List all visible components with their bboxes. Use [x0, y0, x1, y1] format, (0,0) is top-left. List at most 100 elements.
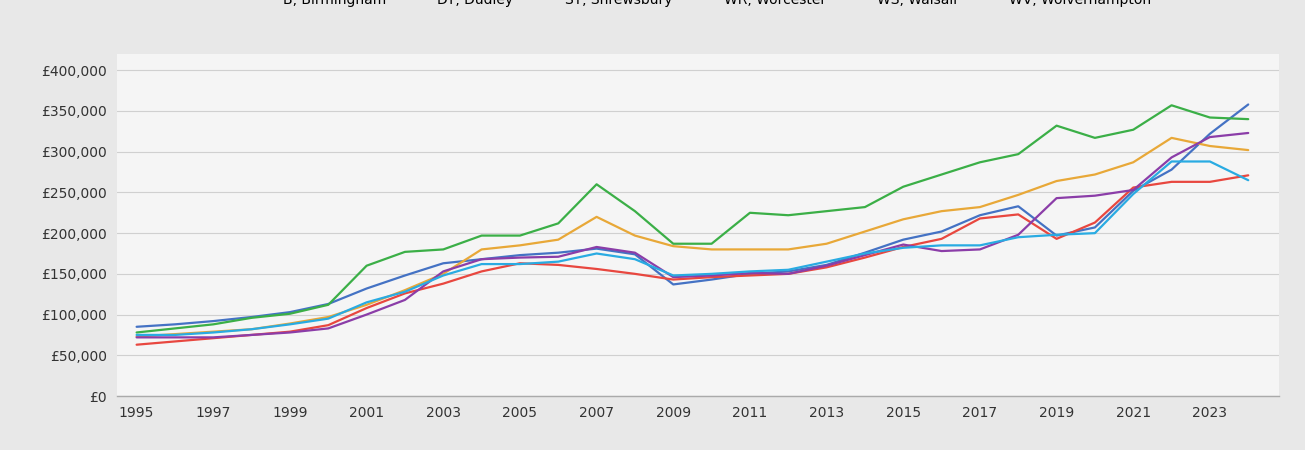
WV, Wolverhampton [780, 267, 796, 273]
B, Birmingham [359, 286, 375, 291]
WR, Worcester [934, 172, 950, 177]
SY, Shrewsbury [1164, 135, 1180, 140]
WR, Worcester [703, 241, 719, 247]
WR, Worcester [1241, 117, 1257, 122]
WR, Worcester [818, 208, 834, 214]
DY, Dudley [205, 336, 221, 341]
SY, Shrewsbury [934, 208, 950, 214]
WV, Wolverhampton [436, 273, 452, 278]
WV, Wolverhampton [972, 243, 988, 248]
WS, Walsall [1202, 135, 1218, 140]
WS, Walsall [666, 274, 681, 280]
DY, Dudley [551, 262, 566, 268]
SY, Shrewsbury [436, 271, 452, 277]
SY, Shrewsbury [321, 314, 337, 319]
B, Birmingham [628, 252, 643, 257]
WS, Walsall [1125, 187, 1141, 193]
WS, Walsall [1241, 130, 1257, 136]
WR, Worcester [628, 208, 643, 214]
WV, Wolverhampton [551, 259, 566, 264]
DY, Dudley [436, 281, 452, 286]
DY, Dudley [628, 271, 643, 277]
B, Birmingham [934, 229, 950, 234]
WR, Worcester [743, 210, 758, 216]
B, Birmingham [1125, 188, 1141, 194]
DY, Dudley [1164, 179, 1180, 184]
WR, Worcester [397, 249, 412, 255]
DY, Dudley [474, 269, 489, 274]
B, Birmingham [1241, 102, 1257, 107]
SY, Shrewsbury [1202, 143, 1218, 148]
WS, Walsall [780, 271, 796, 277]
WS, Walsall [359, 312, 375, 317]
WR, Worcester [1202, 115, 1218, 120]
WV, Wolverhampton [1241, 177, 1257, 183]
WS, Walsall [895, 242, 911, 247]
WS, Walsall [1164, 155, 1180, 160]
WV, Wolverhampton [359, 300, 375, 305]
SY, Shrewsbury [628, 233, 643, 238]
WS, Walsall [1049, 195, 1065, 201]
SY, Shrewsbury [244, 327, 260, 332]
WV, Wolverhampton [321, 316, 337, 321]
DY, Dudley [666, 277, 681, 282]
WR, Worcester [282, 311, 298, 316]
WS, Walsall [628, 250, 643, 256]
DY, Dudley [780, 271, 796, 277]
B, Birmingham [972, 212, 988, 218]
DY, Dudley [743, 273, 758, 278]
SY, Shrewsbury [1010, 192, 1026, 198]
WR, Worcester [1049, 123, 1065, 128]
DY, Dudley [934, 236, 950, 242]
WR, Worcester [167, 326, 183, 331]
B, Birmingham [244, 314, 260, 319]
B, Birmingham [282, 310, 298, 315]
WS, Walsall [321, 326, 337, 331]
WV, Wolverhampton [857, 251, 873, 256]
WV, Wolverhampton [1202, 159, 1218, 164]
WR, Worcester [857, 204, 873, 210]
WV, Wolverhampton [1049, 232, 1065, 238]
B, Birmingham [780, 269, 796, 274]
DY, Dudley [1049, 236, 1065, 242]
DY, Dudley [129, 342, 145, 347]
SY, Shrewsbury [857, 229, 873, 234]
WV, Wolverhampton [589, 251, 604, 256]
WV, Wolverhampton [1125, 191, 1141, 197]
WV, Wolverhampton [666, 273, 681, 278]
WS, Walsall [743, 270, 758, 276]
WS, Walsall [244, 332, 260, 338]
WV, Wolverhampton [282, 322, 298, 327]
WS, Walsall [282, 330, 298, 335]
SY, Shrewsbury [474, 247, 489, 252]
DY, Dudley [818, 265, 834, 270]
WV, Wolverhampton [129, 332, 145, 338]
DY, Dudley [1202, 179, 1218, 184]
DY, Dudley [167, 339, 183, 344]
WS, Walsall [474, 256, 489, 262]
SY, Shrewsbury [205, 329, 221, 334]
WS, Walsall [857, 252, 873, 258]
SY, Shrewsbury [589, 214, 604, 220]
WR, Worcester [205, 322, 221, 327]
B, Birmingham [589, 246, 604, 251]
WS, Walsall [167, 335, 183, 340]
WV, Wolverhampton [703, 271, 719, 277]
WS, Walsall [934, 248, 950, 254]
WV, Wolverhampton [1010, 234, 1026, 240]
WS, Walsall [1087, 193, 1103, 198]
WR, Worcester [436, 247, 452, 252]
WR, Worcester [244, 315, 260, 320]
DY, Dudley [1125, 185, 1141, 190]
Line: SY, Shrewsbury: SY, Shrewsbury [137, 138, 1249, 337]
SY, Shrewsbury [359, 302, 375, 307]
WS, Walsall [129, 335, 145, 340]
DY, Dudley [397, 291, 412, 296]
B, Birmingham [551, 250, 566, 256]
WV, Wolverhampton [397, 289, 412, 294]
DY, Dudley [1087, 220, 1103, 225]
WS, Walsall [972, 247, 988, 252]
DY, Dudley [244, 332, 260, 338]
WS, Walsall [703, 273, 719, 278]
B, Birmingham [1049, 233, 1065, 238]
